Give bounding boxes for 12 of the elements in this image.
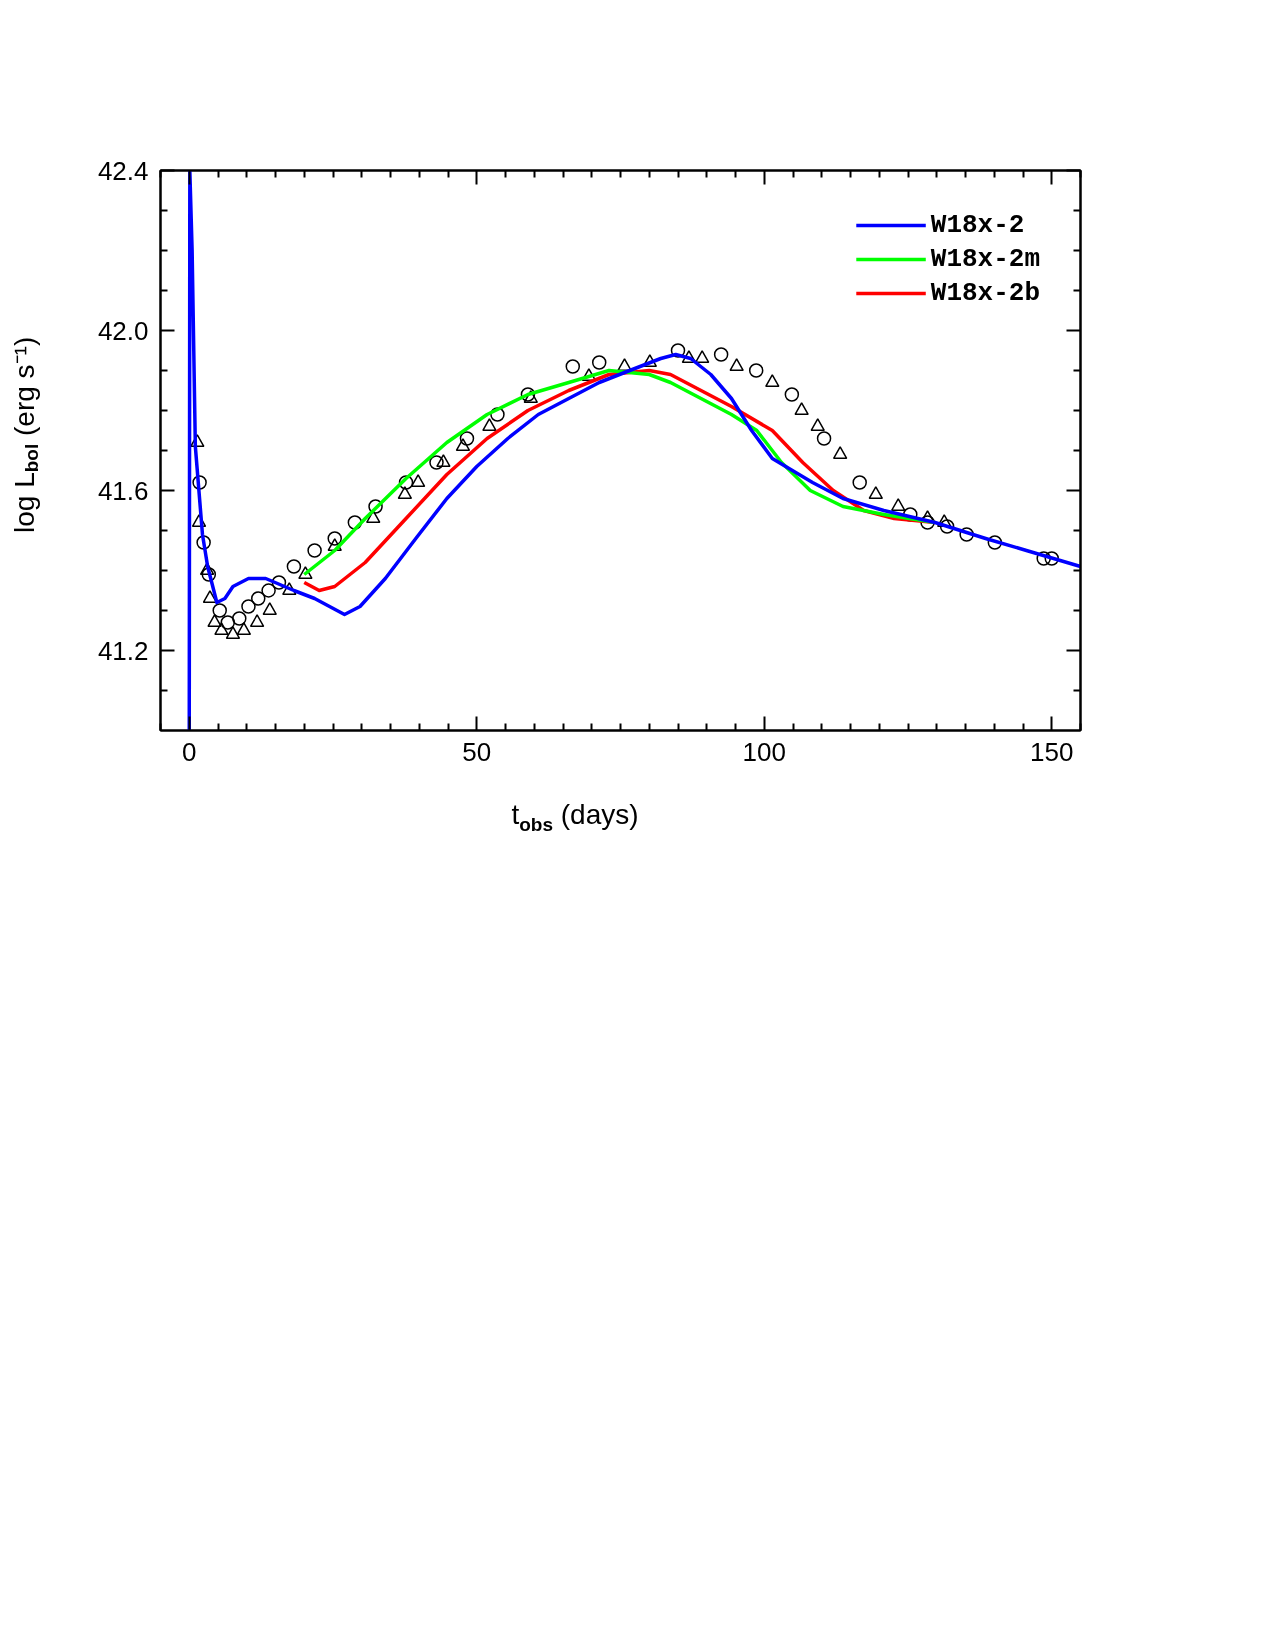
x-tick-label: 50 [462,736,492,767]
legend-label: W18x-2 [930,210,1025,240]
y-tick-label: 41.2 [97,635,149,666]
x-axis-title: t$_{obs}$ (days) [510,798,640,837]
x-tick-label: 100 [742,736,786,767]
y-tick-label: 42.4 [97,155,149,186]
legend-label: W18x-2m [930,244,1040,274]
y-tick-label: 41.6 [97,475,149,506]
x-tick-label: 150 [1030,736,1074,767]
y-tick-label: 42.0 [97,315,149,346]
x-tick-label: 0 [182,736,197,767]
legend-label: W18x-2b [930,278,1040,308]
